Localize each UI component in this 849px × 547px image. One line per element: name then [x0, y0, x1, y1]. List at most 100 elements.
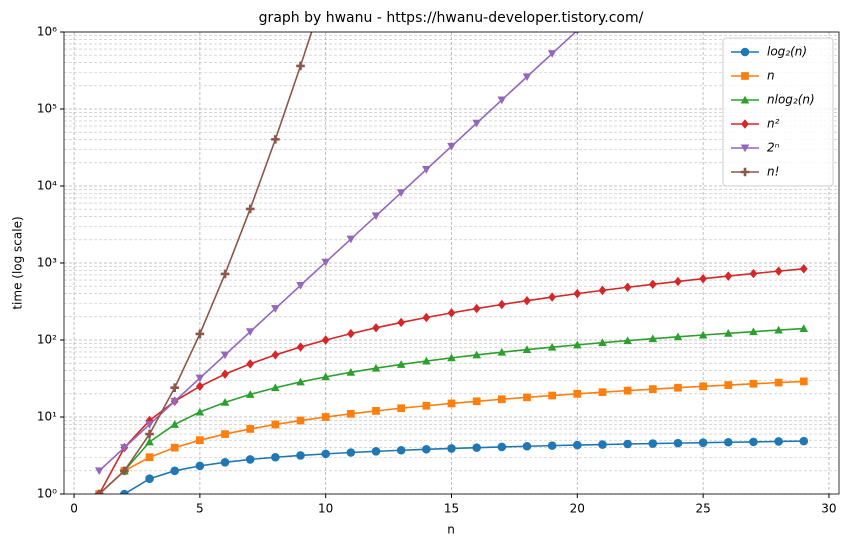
marker — [648, 385, 657, 394]
marker — [598, 388, 607, 397]
marker — [94, 489, 104, 494]
marker — [623, 336, 632, 345]
marker — [573, 389, 582, 398]
marker — [447, 353, 456, 362]
marker — [799, 324, 809, 332]
legend-box — [722, 37, 834, 187]
marker — [547, 441, 557, 450]
marker — [245, 328, 255, 337]
marker — [246, 425, 255, 433]
marker — [799, 264, 808, 274]
marker — [94, 467, 104, 476]
x-tick-label: 25 — [695, 502, 710, 516]
marker — [673, 332, 683, 341]
marker — [220, 351, 230, 360]
marker — [271, 350, 280, 360]
marker — [497, 395, 506, 404]
marker — [220, 458, 230, 467]
marker — [145, 437, 154, 446]
marker — [774, 378, 783, 387]
marker — [673, 438, 683, 448]
marker — [472, 397, 481, 406]
marker — [740, 167, 750, 177]
legend-label: n² — [767, 117, 780, 131]
y-tick-label: 10² — [37, 333, 57, 347]
marker — [371, 447, 381, 456]
marker — [296, 377, 305, 386]
marker — [120, 444, 129, 452]
marker — [723, 328, 733, 337]
marker — [120, 489, 129, 494]
marker — [623, 282, 632, 292]
marker — [548, 391, 557, 400]
marker — [598, 338, 607, 347]
plot-area — [94, 32, 809, 494]
marker — [221, 430, 229, 438]
marker — [523, 295, 531, 306]
x-tick-label: 15 — [444, 502, 459, 516]
y-tick-label: 10⁵ — [37, 102, 57, 116]
marker — [740, 47, 750, 57]
marker — [245, 204, 255, 214]
marker — [749, 268, 758, 279]
marker — [447, 399, 456, 408]
marker — [145, 421, 154, 429]
legend-label: n — [767, 69, 775, 83]
y-tick-label: 10⁴ — [37, 179, 57, 193]
marker — [396, 189, 406, 197]
y-axis-label: time (log scale) — [11, 216, 25, 309]
y-tick-label: 10¹ — [37, 410, 57, 424]
marker — [472, 119, 481, 128]
marker — [145, 474, 154, 484]
marker — [522, 441, 532, 451]
series-line — [123, 327, 804, 472]
marker — [547, 342, 557, 351]
marker — [245, 455, 255, 464]
marker — [346, 328, 355, 339]
marker — [699, 273, 707, 284]
marker — [648, 279, 657, 290]
series-line — [98, 32, 313, 494]
marker — [497, 96, 507, 105]
marker — [371, 212, 381, 221]
marker — [195, 461, 205, 471]
marker — [740, 95, 750, 104]
marker — [723, 437, 733, 447]
legend-label: n! — [767, 165, 779, 179]
plot-frame — [63, 31, 840, 495]
marker — [422, 444, 431, 454]
marker — [296, 416, 305, 425]
marker — [472, 303, 481, 314]
marker — [623, 386, 632, 395]
marker — [271, 135, 280, 144]
marker — [740, 144, 750, 153]
marker — [346, 448, 356, 457]
marker — [674, 276, 682, 287]
marker — [321, 335, 330, 345]
marker — [271, 420, 280, 429]
marker — [523, 393, 531, 402]
marker — [397, 404, 406, 413]
marker — [170, 397, 180, 406]
marker — [447, 308, 456, 318]
legend: log₂(n) n nlog₂(n) n² 2ⁿ n! — [722, 37, 834, 187]
marker — [196, 381, 204, 392]
marker — [598, 285, 607, 296]
marker — [271, 305, 280, 313]
marker — [447, 142, 456, 151]
marker — [321, 258, 330, 267]
marker — [170, 420, 180, 428]
marker — [296, 281, 305, 290]
marker — [422, 312, 431, 323]
marker — [422, 401, 431, 410]
marker — [371, 363, 381, 372]
marker — [497, 442, 507, 452]
marker — [296, 342, 305, 352]
marker — [573, 340, 582, 349]
x-tick-label: 5 — [196, 502, 204, 516]
marker — [195, 407, 205, 416]
marker — [648, 439, 658, 448]
y-tick-label: 10⁰ — [37, 487, 57, 501]
marker — [548, 292, 557, 302]
marker — [346, 235, 356, 244]
